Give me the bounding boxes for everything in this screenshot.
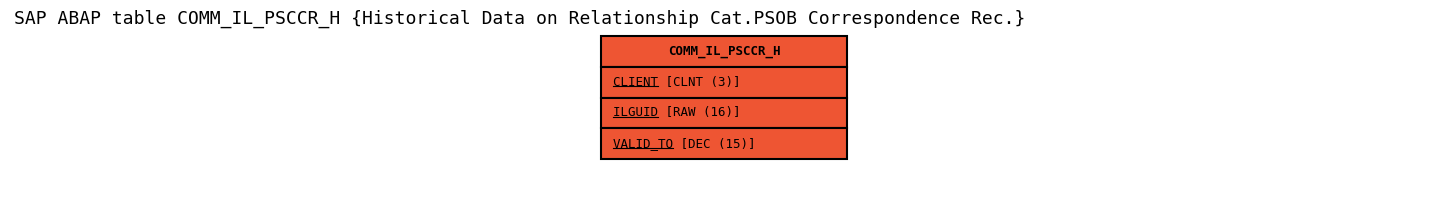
FancyBboxPatch shape [601, 67, 847, 98]
Text: VALID_TO [DEC (15)]: VALID_TO [DEC (15)] [613, 137, 754, 150]
FancyBboxPatch shape [601, 128, 847, 159]
Text: ILGUID [RAW (16)]: ILGUID [RAW (16)] [613, 106, 740, 119]
FancyBboxPatch shape [601, 98, 847, 128]
Text: SAP ABAP table COMM_IL_PSCCR_H {Historical Data on Relationship Cat.PSOB Corresp: SAP ABAP table COMM_IL_PSCCR_H {Historic… [14, 10, 1025, 28]
Text: CLIENT [CLNT (3)]: CLIENT [CLNT (3)] [613, 76, 740, 89]
Text: COMM_IL_PSCCR_H: COMM_IL_PSCCR_H [668, 45, 780, 58]
FancyBboxPatch shape [601, 36, 847, 67]
